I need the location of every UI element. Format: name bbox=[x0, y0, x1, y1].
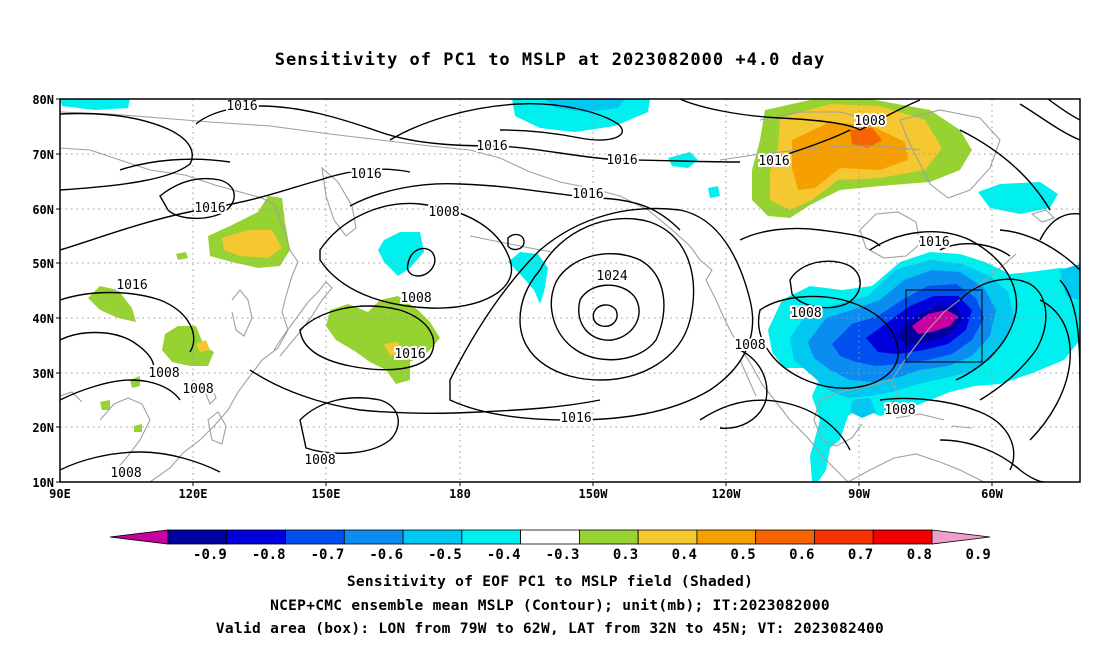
contour-label: 1008 bbox=[304, 453, 335, 468]
contour-label: 1016 bbox=[116, 278, 147, 293]
contour-label: 1008 bbox=[148, 366, 179, 381]
lat-ticks bbox=[56, 98, 60, 483]
contour-label: 1016 bbox=[758, 154, 789, 169]
colorbar-swatch bbox=[343, 529, 404, 545]
colorbar-swatch bbox=[226, 529, 286, 545]
colorbar-label: 0.9 bbox=[965, 547, 990, 563]
colorbar-label: -0.9 bbox=[193, 547, 227, 563]
lat-label: 60N bbox=[32, 203, 54, 217]
colorbar-swatch bbox=[814, 529, 874, 545]
lon-ticks bbox=[192, 482, 993, 486]
colorbar-label: 0.4 bbox=[672, 547, 697, 563]
valid-area-box bbox=[905, 289, 983, 363]
contour-label: 1008 bbox=[428, 205, 459, 220]
lon-label: 150E bbox=[312, 487, 341, 501]
contour-label: 1016 bbox=[226, 99, 257, 114]
contour-label: 1008 bbox=[790, 306, 821, 321]
contour-label: 1008 bbox=[734, 338, 765, 353]
colorbar-swatch bbox=[402, 529, 463, 545]
contour-label: 1016 bbox=[194, 201, 225, 216]
lon-label: 90W bbox=[848, 487, 870, 501]
contour-label: 1016 bbox=[606, 153, 637, 168]
lon-label: 90E bbox=[49, 487, 71, 501]
colorbar-label: -0.5 bbox=[428, 547, 462, 563]
contour-labels: 1016 1016 1016 1016 1016 1008 1016 1016 … bbox=[108, 97, 951, 483]
colorbar-label: -0.6 bbox=[369, 547, 403, 563]
colorbar-label: -0.3 bbox=[546, 547, 580, 563]
contour-label: 1008 bbox=[400, 291, 431, 306]
sensitivity-shading bbox=[60, 99, 1080, 482]
lat-label: 40N bbox=[32, 312, 54, 326]
lon-label: 120W bbox=[712, 487, 742, 501]
latitude-axis: 80N 70N 60N 50N 40N 30N 20N 10N bbox=[32, 93, 54, 490]
contour-label: 1016 bbox=[476, 139, 507, 154]
colorbar-max-arrow bbox=[931, 529, 991, 545]
colorbar-label: 0.8 bbox=[907, 547, 932, 563]
colorbar-swatch bbox=[637, 529, 698, 545]
colorbar-swatch bbox=[872, 529, 933, 545]
colorbar-min-arrow bbox=[109, 529, 169, 545]
colorbar-label: 0.7 bbox=[848, 547, 873, 563]
colorbar-label: 0.6 bbox=[789, 547, 814, 563]
colorbar-label: -0.4 bbox=[487, 547, 521, 563]
contour-label: 1008 bbox=[884, 403, 915, 418]
plot-frame bbox=[59, 98, 1081, 483]
contour-label: 1016 bbox=[394, 347, 425, 362]
colorbar-label: 0.5 bbox=[730, 547, 755, 563]
contour-label: 1008 bbox=[182, 382, 213, 397]
caption-shading: Sensitivity of EOF PC1 to MSLP field (Sh… bbox=[346, 574, 754, 590]
colorbar-swatch bbox=[755, 529, 815, 545]
lat-label: 70N bbox=[32, 148, 54, 162]
colorbar-swatch bbox=[285, 529, 345, 545]
lat-label: 50N bbox=[32, 257, 54, 271]
longitude-axis: 90E 120E 150E 180 150W 120W 90W 60W bbox=[49, 487, 1003, 501]
lat-label: 20N bbox=[32, 421, 54, 435]
colorbar-swatch bbox=[461, 529, 522, 545]
contour-label: 1016 bbox=[918, 235, 949, 250]
contour-label: 1008 bbox=[854, 114, 885, 129]
contour-label: 1024 bbox=[596, 269, 627, 284]
lat-label: 30N bbox=[32, 367, 54, 381]
map-title: Sensitivity of PC1 to MSLP at 2023082000… bbox=[274, 50, 826, 70]
colorbar-label: 0.3 bbox=[613, 547, 638, 563]
lat-label: 80N bbox=[32, 93, 54, 107]
caption-contour: NCEP+CMC ensemble mean MSLP (Contour); u… bbox=[270, 598, 830, 614]
colorbar-swatch bbox=[578, 529, 639, 545]
lon-label: 180 bbox=[449, 487, 471, 501]
coastlines bbox=[60, 109, 1056, 482]
colorbar: -0.9 -0.8 -0.7 -0.6 -0.5 -0.4 -0.3 0.3 0.4 0.5 0.6… bbox=[109, 529, 991, 563]
colorbar-swatch bbox=[696, 529, 757, 545]
lon-label: 150W bbox=[579, 487, 609, 501]
contour-label: 1016 bbox=[572, 187, 603, 202]
caption-valid-area: Valid area (box): LON from 79W to 62W, L… bbox=[215, 621, 885, 637]
contour-label: 1008 bbox=[110, 466, 141, 481]
colorbar-swatch bbox=[520, 529, 580, 545]
lon-label: 120E bbox=[179, 487, 208, 501]
contour-label: 1016 bbox=[350, 167, 381, 182]
contour-label: 1016 bbox=[560, 411, 591, 426]
colorbar-swatch bbox=[167, 529, 228, 545]
lat-label: 10N bbox=[32, 476, 54, 490]
colorbar-label: -0.8 bbox=[252, 547, 286, 563]
mslp-contours bbox=[60, 99, 1080, 482]
colorbar-label: -0.7 bbox=[311, 547, 345, 563]
lon-label: 60W bbox=[981, 487, 1003, 501]
